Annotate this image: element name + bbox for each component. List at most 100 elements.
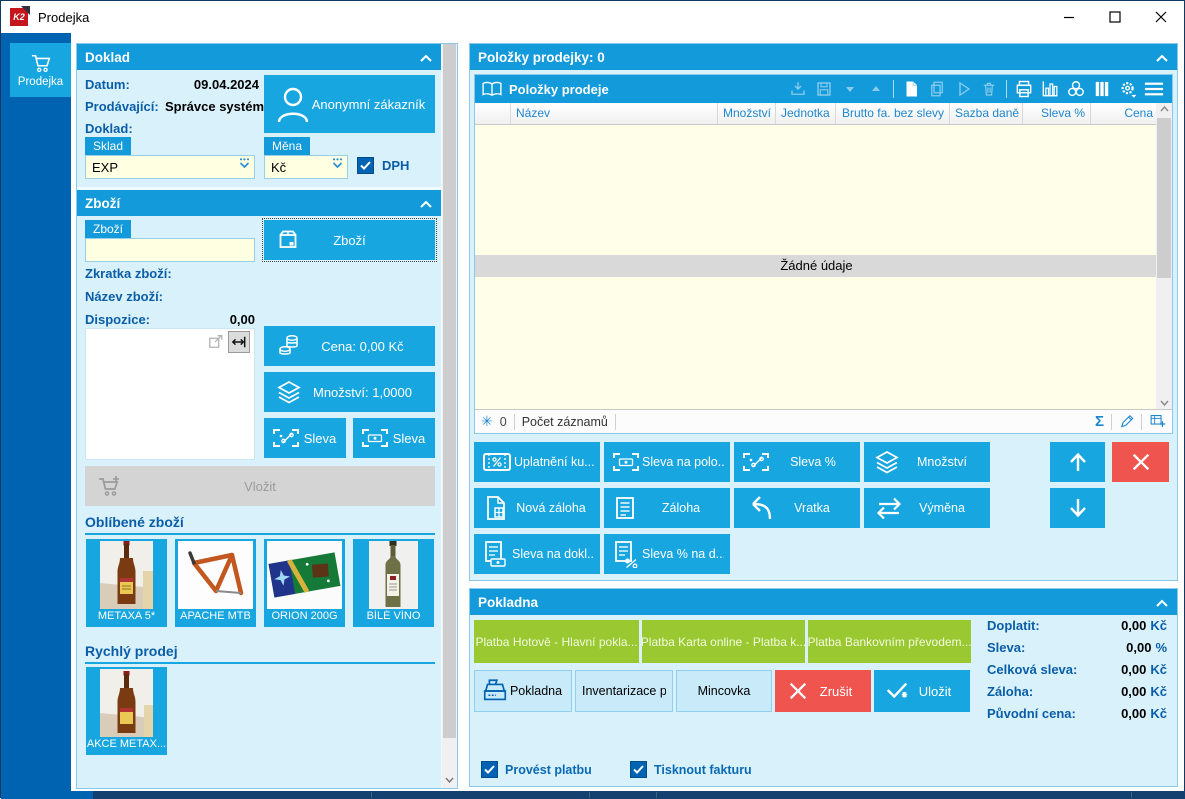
chart-button[interactable] [1038, 77, 1062, 101]
payment-card-button[interactable]: Platba Karta online - Platba k... [642, 620, 805, 663]
image-resize-icon[interactable] [228, 331, 250, 353]
quantity-button[interactable]: Množství: 1,0000 [264, 372, 435, 412]
move-down-button[interactable] [1050, 488, 1105, 528]
run-button[interactable] [951, 77, 975, 101]
window-title: Prodejka [38, 9, 90, 25]
grid-scrollbar[interactable] [1156, 103, 1172, 411]
expand-dropdown-icon[interactable] [838, 77, 862, 101]
cash-register-button[interactable]: Pokladna [474, 670, 572, 712]
settings-gear-button[interactable] [1116, 77, 1140, 101]
prodavajici-label: Prodávající: [85, 99, 159, 114]
column-mnozstvi[interactable]: Množství [718, 103, 776, 124]
collapse-pokladna-icon[interactable] [1155, 596, 1169, 611]
zkratka-label: Zkratka zboží: [85, 266, 172, 281]
grid-scrollbar-thumb[interactable] [1157, 118, 1171, 278]
doklad-label: Doklad: [85, 121, 133, 136]
new-item-button[interactable] [899, 77, 923, 101]
favorites-title: Oblíbené zboží [85, 514, 184, 530]
price-button[interactable]: Cena: 0,00 Kč [264, 326, 435, 366]
sklad-input[interactable] [85, 155, 255, 179]
deposit-button[interactable]: Záloha [604, 488, 730, 528]
perform-payment-option[interactable]: Provést platbu [481, 761, 592, 778]
column-nazev[interactable]: Název [511, 103, 718, 124]
delete-item-button[interactable] [977, 77, 1001, 101]
payment-cash-button[interactable]: Platba Hotově - Hlavní pokla... [474, 620, 639, 663]
favorite-item-metaxa[interactable]: METAXA 5* [86, 539, 167, 627]
mena-dropdown-icon[interactable] [331, 157, 344, 173]
left-scrollbar-thumb[interactable] [443, 44, 456, 738]
add-table-button[interactable] [1149, 412, 1166, 432]
sum-button[interactable]: Σ [1094, 413, 1104, 430]
return-button[interactable]: Vratka [734, 488, 860, 528]
apply-coupon-button[interactable]: Uplatnění ku... [474, 442, 600, 482]
copy-item-button[interactable] [925, 77, 949, 101]
sklad-dropdown-icon[interactable] [238, 157, 251, 173]
columns-button[interactable] [1090, 77, 1114, 101]
grid-scroll-down-icon[interactable] [1156, 397, 1172, 411]
summary-row-doplatit: Doplatit: 0,00 Kč [987, 618, 1167, 633]
zbozi-panel: Zboží Zboží [77, 190, 441, 788]
close-button[interactable] [1138, 1, 1184, 33]
save-button[interactable] [812, 77, 836, 101]
grid-scroll-up-icon[interactable] [1156, 103, 1172, 117]
favorite-item-orion[interactable]: ORION 200G [264, 539, 345, 627]
dph-checkbox[interactable] [357, 157, 374, 174]
zbozi-search-tab-label: Zboží [85, 220, 132, 238]
quantity-action-button[interactable]: Množství [864, 442, 990, 482]
collapse-zbozi-icon[interactable] [419, 197, 433, 212]
item-discount-button[interactable]: Sleva na polo... [604, 442, 730, 482]
save-document-button[interactable]: Uložit [874, 670, 970, 712]
document-percent-discount-button[interactable]: Sleva % na d... [604, 534, 730, 574]
quick-sale-item-akce-metaxa[interactable]: AKCE METAX... [86, 667, 167, 755]
collapse-items-icon[interactable] [1155, 51, 1169, 66]
collapse-up-icon[interactable] [864, 77, 888, 101]
move-up-button[interactable] [1050, 442, 1105, 482]
discount-percent-button[interactable]: Sleva [264, 418, 346, 458]
column-sazba-dane[interactable]: Sazba daně [950, 103, 1023, 124]
menu-button[interactable] [1142, 77, 1166, 101]
customer-button[interactable]: Anonymní zákazník [264, 75, 435, 133]
remove-item-button[interactable] [1112, 442, 1169, 482]
edit-button[interactable] [1119, 413, 1134, 431]
inventory-button[interactable]: Inventarizace po... [575, 670, 673, 712]
favorite-item-apache[interactable]: APACHE MTB [175, 539, 256, 627]
column-jednotka[interactable]: Jednotka [776, 103, 836, 124]
collapse-doklad-icon[interactable] [419, 51, 433, 66]
insert-button[interactable]: Vložit [85, 466, 435, 506]
open-image-icon[interactable] [208, 333, 224, 352]
print-button[interactable] [1012, 77, 1036, 101]
favorite-item-bile-vino[interactable]: BÍLÉ VÍNO [353, 539, 434, 627]
document-discount-button[interactable]: Sleva na dokl... [474, 534, 600, 574]
zbozi-button[interactable]: Zboží [262, 218, 437, 262]
check-asterisk-icon [884, 679, 910, 703]
item-discount-cash-icon [612, 452, 640, 472]
dispozice-label: Dispozice: [85, 312, 151, 327]
import-button[interactable] [786, 77, 810, 101]
cancel-button[interactable]: Zrušit [775, 670, 871, 712]
column-cena[interactable]: Cena [1124, 106, 1153, 120]
discount-cash-button[interactable]: Sleva [353, 418, 435, 458]
percent-discount-button[interactable]: Sleva % [734, 442, 860, 482]
scroll-down-icon[interactable] [442, 771, 457, 786]
payment-transfer-button[interactable]: Platba Bankovním převodem... [808, 620, 971, 663]
perform-payment-checkbox[interactable] [481, 761, 498, 778]
minimize-button[interactable] [1046, 1, 1092, 33]
relations-button[interactable] [1064, 77, 1088, 101]
mena-tab-label: Měna [264, 137, 311, 155]
coin-counter-button[interactable]: Mincovka [676, 670, 772, 712]
left-scrollbar[interactable] [442, 44, 457, 788]
print-invoice-option[interactable]: Tisknout fakturu [630, 761, 752, 778]
datum-label: Datum: [85, 77, 130, 92]
exchange-button[interactable]: Výměna [864, 488, 990, 528]
new-deposit-button[interactable]: Nová záloha [474, 488, 600, 528]
document-percent-icon [612, 540, 640, 568]
column-brutto[interactable]: Brutto fa. bez slevy [836, 103, 950, 124]
maximize-button[interactable] [1092, 1, 1138, 33]
zbozi-search-input[interactable] [85, 238, 255, 262]
zbozi-panel-header: Zboží [77, 190, 441, 216]
sidebar: Prodejka [1, 33, 71, 791]
column-icon[interactable] [475, 103, 511, 124]
print-invoice-checkbox[interactable] [630, 761, 647, 778]
sidebar-item-prodejka[interactable]: Prodejka [10, 43, 71, 97]
column-sleva[interactable]: Sleva % [1023, 103, 1091, 124]
